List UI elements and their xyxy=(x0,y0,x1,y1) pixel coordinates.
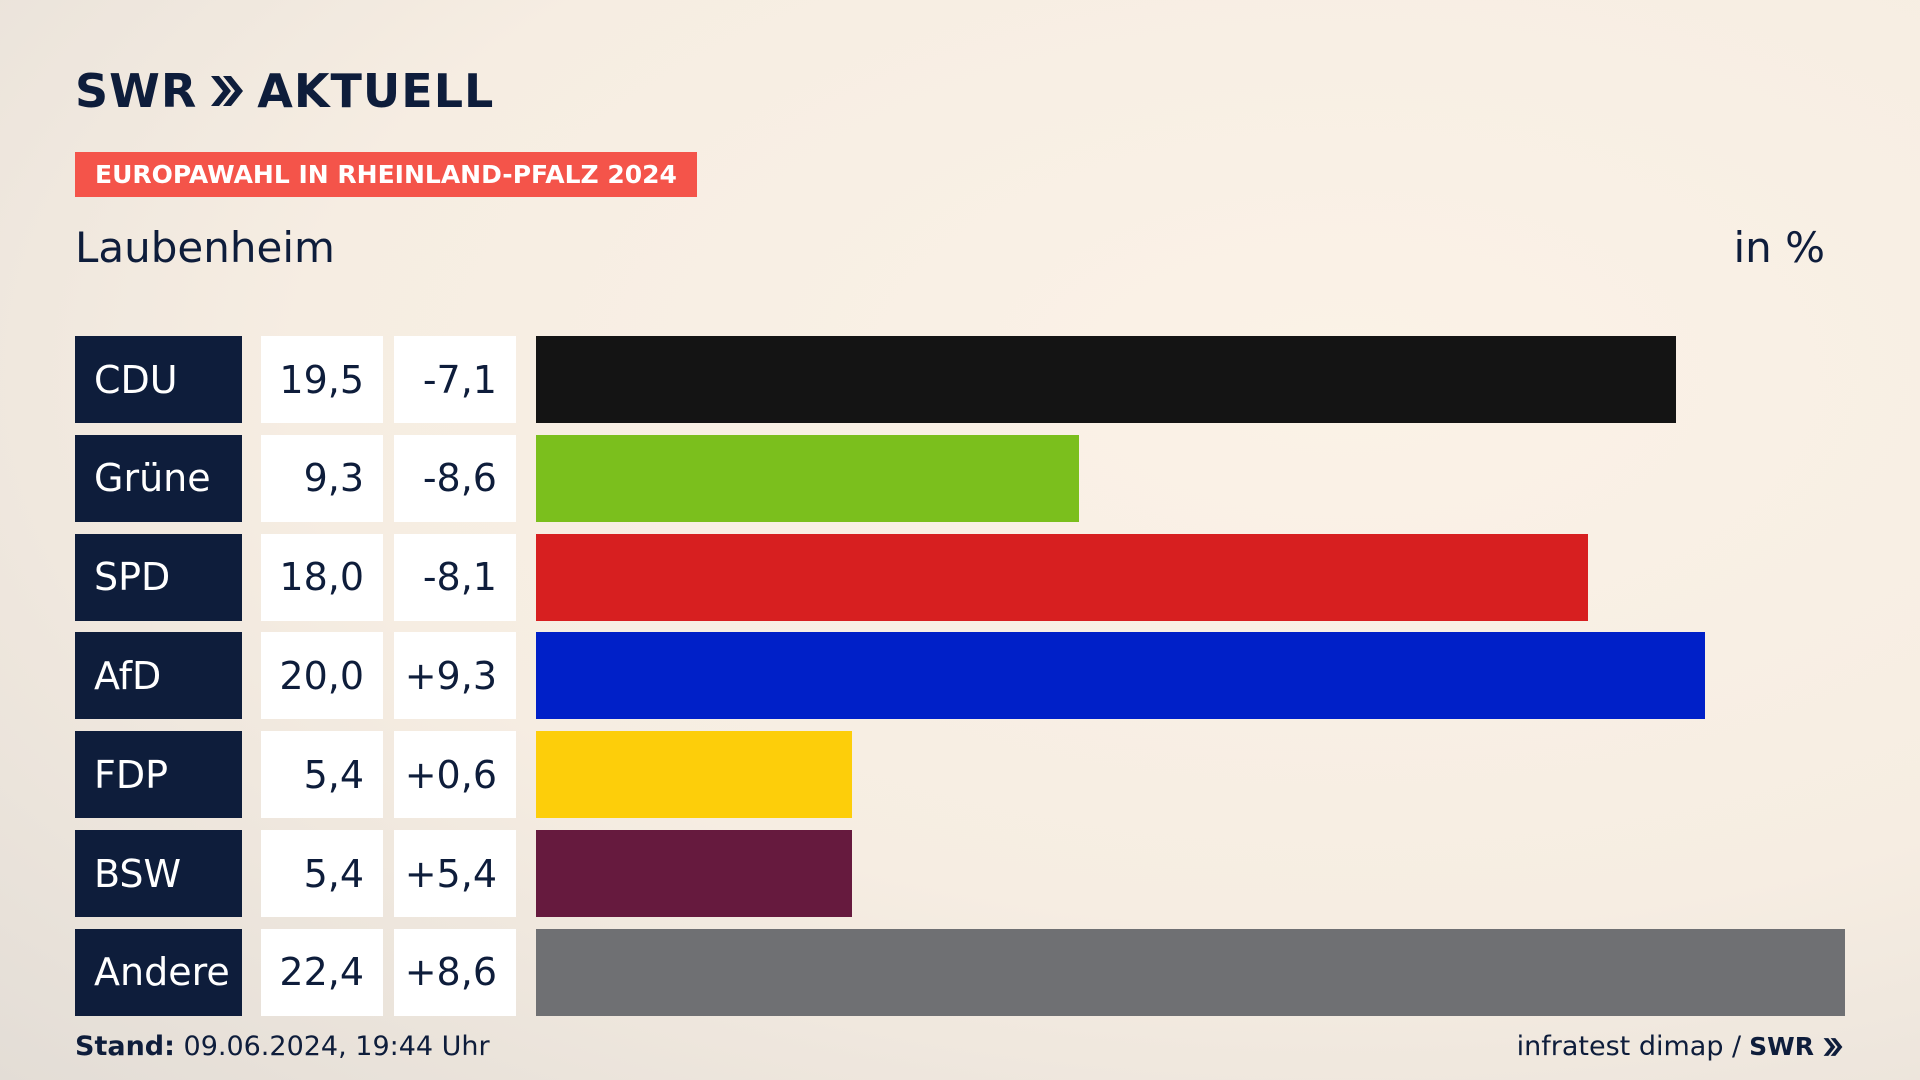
result-bar xyxy=(536,928,1845,1016)
percent-value: 18,0 xyxy=(261,533,383,621)
timestamp: Stand: 09.06.2024, 19:44 Uhr xyxy=(75,1030,490,1064)
change-value: -7,1 xyxy=(394,336,516,423)
percent-value: 5,4 xyxy=(261,731,383,819)
logo-swr-text: SWR xyxy=(75,64,198,118)
percent-value: 9,3 xyxy=(261,434,383,522)
source-credit: infratest dimap / SWR xyxy=(1517,1030,1844,1064)
result-bar xyxy=(536,336,1676,423)
party-label: AfD xyxy=(75,632,242,720)
result-bar xyxy=(536,533,1588,621)
party-label: SPD xyxy=(75,533,242,621)
result-bar xyxy=(536,632,1705,720)
change-value: -8,6 xyxy=(394,434,516,522)
election-badge: EUROPAWAHL IN RHEINLAND-PFALZ 2024 xyxy=(75,152,697,197)
logo-aktuell-text: AKTUELL xyxy=(257,64,495,118)
change-value: +9,3 xyxy=(394,632,516,720)
percent-value: 20,0 xyxy=(261,632,383,720)
percent-value: 19,5 xyxy=(261,336,383,423)
percent-value: 5,4 xyxy=(261,830,383,917)
stand-label: Stand: xyxy=(75,1031,175,1062)
double-chevron-icon xyxy=(1823,1038,1843,1056)
change-value: +8,6 xyxy=(394,928,516,1016)
party-label: FDP xyxy=(75,731,242,819)
place-title: Laubenheim xyxy=(75,223,335,272)
result-bar xyxy=(536,731,852,819)
source-text: infratest dimap / xyxy=(1516,1031,1742,1062)
party-label: BSW xyxy=(75,830,242,917)
percent-value: 22,4 xyxy=(261,928,383,1016)
unit-label: in % xyxy=(1733,223,1825,272)
stand-value: 09.06.2024, 19:44 Uhr xyxy=(183,1031,490,1062)
source-swr-logo: SWR xyxy=(1749,1032,1814,1061)
swr-aktuell-logo: SWR AKTUELL xyxy=(75,66,494,116)
party-label: CDU xyxy=(75,336,242,423)
change-value: +0,6 xyxy=(394,731,516,819)
party-label: Grüne xyxy=(75,434,242,522)
result-bar xyxy=(536,830,852,917)
change-value: -8,1 xyxy=(394,533,516,621)
double-chevron-icon xyxy=(211,76,244,106)
result-bar xyxy=(536,434,1080,522)
change-value: +5,4 xyxy=(394,830,516,917)
party-label: Andere xyxy=(75,928,242,1016)
